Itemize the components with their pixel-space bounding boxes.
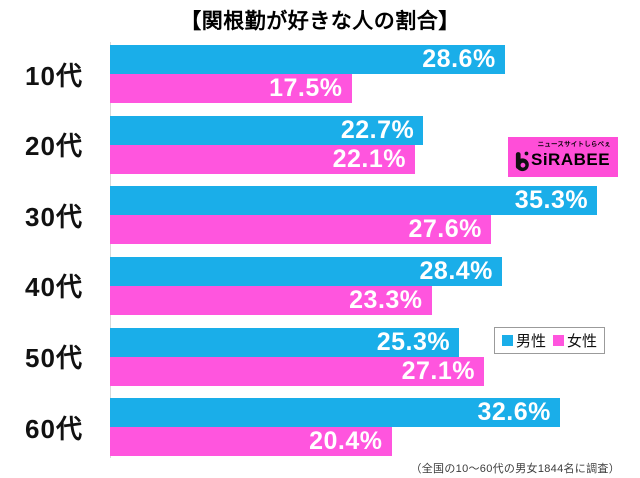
bar-value-label: 32.6% bbox=[477, 398, 551, 427]
legend-item-male: 男性 bbox=[502, 330, 546, 351]
bar-男性-50代: 25.3% bbox=[110, 327, 460, 357]
bar-value-label: 27.6% bbox=[408, 215, 482, 244]
bar-group-50代: 50代 25.3% 27.1% bbox=[0, 327, 640, 386]
bar-group-30代: 30代 35.3% 27.6% bbox=[0, 186, 640, 245]
bar-男性-40代: 28.4% bbox=[110, 256, 502, 286]
bar-女性-40代: 23.3% bbox=[110, 285, 432, 315]
bar-男性-30代: 35.3% bbox=[110, 186, 598, 216]
bar-value-label: 25.3% bbox=[376, 327, 451, 356]
bar-group-10代: 10代 28.6% 17.5% bbox=[0, 45, 640, 103]
category-label-40代: 40代 bbox=[25, 272, 83, 303]
bar-group-40代: 40代 28.4% 23.3% bbox=[0, 256, 640, 315]
bar-value-label: 23.3% bbox=[349, 285, 423, 314]
survey-footnote: （全国の10〜60代の男女1844名に調査） bbox=[410, 463, 620, 475]
legend: 男性 女性 bbox=[494, 327, 606, 354]
bar-value-label: 22.7% bbox=[340, 115, 415, 144]
bar-女性-20代: 22.1% bbox=[110, 144, 415, 174]
legend-label-female: 女性 bbox=[567, 333, 598, 350]
bar-男性-10代: 28.6% bbox=[110, 45, 505, 74]
sirabee-logo-name: SiRABEE bbox=[531, 149, 611, 169]
bar-value-label: 22.1% bbox=[332, 144, 406, 173]
sirabee-mark-icon bbox=[515, 151, 529, 171]
chart-title: 【関根勤が好きな人の割合】 bbox=[180, 10, 460, 33]
sirabee-logo-tagline: ニュースサイトしらべぇ bbox=[537, 141, 611, 149]
sirabee-logo: ニュースサイトしらべぇ SiRABEE bbox=[508, 137, 618, 177]
bar-男性-20代: 22.7% bbox=[110, 115, 424, 145]
male-swatch-icon bbox=[502, 335, 513, 346]
bar-value-label: 17.5% bbox=[269, 74, 343, 102]
bar-女性-50代: 27.1% bbox=[110, 356, 484, 386]
bar-value-label: 20.4% bbox=[309, 427, 383, 456]
bar-女性-60代: 20.4% bbox=[110, 427, 392, 457]
bar-value-label: 28.4% bbox=[419, 256, 493, 285]
category-label-60代: 60代 bbox=[25, 413, 83, 444]
bar-group-60代: 60代 32.6% 20.4% bbox=[0, 398, 640, 457]
bar-女性-10代: 17.5% bbox=[110, 74, 352, 103]
bar-value-label: 28.6% bbox=[422, 45, 496, 73]
bar-value-label: 27.1% bbox=[401, 356, 475, 385]
category-label-30代: 30代 bbox=[25, 201, 83, 232]
female-swatch-icon bbox=[553, 335, 565, 346]
sirabee-logo-row: SiRABEE bbox=[514, 149, 611, 172]
category-label-20代: 20代 bbox=[25, 131, 83, 162]
legend-item-female: 女性 bbox=[553, 330, 597, 351]
category-label-50代: 50代 bbox=[25, 343, 83, 374]
bar-女性-30代: 27.6% bbox=[110, 215, 491, 245]
y-axis-line bbox=[110, 42, 111, 458]
bar-group-20代: 20代 22.7% 22.1% bbox=[0, 115, 640, 174]
category-label-10代: 10代 bbox=[25, 60, 83, 91]
legend-label-male: 男性 bbox=[516, 333, 547, 350]
bar-男性-60代: 32.6% bbox=[110, 398, 560, 428]
bar-value-label: 35.3% bbox=[514, 186, 589, 215]
